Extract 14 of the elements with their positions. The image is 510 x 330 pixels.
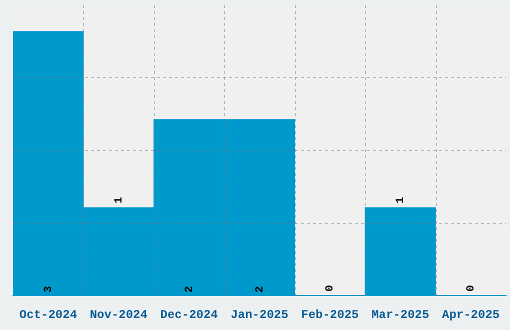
data-label: 1 xyxy=(395,196,408,204)
x-tick-label: Nov-2024 xyxy=(90,308,148,322)
x-tick-label: Apr-2025 xyxy=(442,308,500,322)
x-tick-label: Dec-2024 xyxy=(160,308,218,322)
x-tick-label: Oct-2024 xyxy=(19,308,78,322)
data-label: 2 xyxy=(254,286,266,293)
data-label: 0 xyxy=(324,284,337,292)
x-tick-label: Jan-2025 xyxy=(230,308,288,322)
data-label: 1 xyxy=(113,196,126,204)
data-label: 3 xyxy=(42,286,55,293)
data-label: 2 xyxy=(184,286,196,293)
x-tick-label: Feb-2025 xyxy=(301,308,359,322)
x-tick-label: Mar-2025 xyxy=(372,308,430,322)
data-label: 0 xyxy=(466,284,478,292)
